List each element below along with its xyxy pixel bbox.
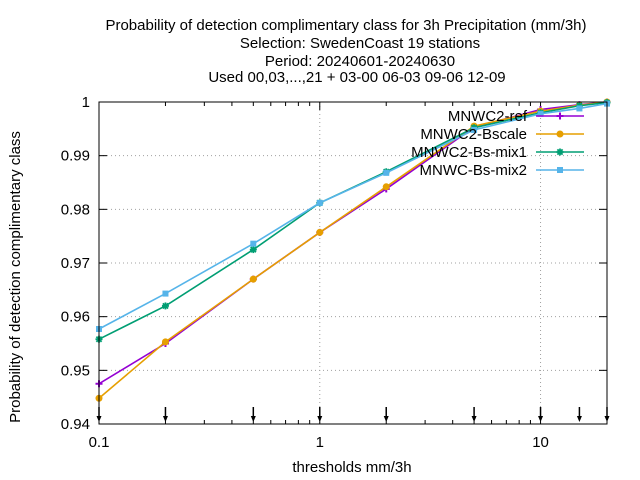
title-line-1: Probability of detection complimentary c…: [105, 17, 586, 34]
y-tick-label: 0.98: [61, 201, 90, 218]
x-tick-label: 0.1: [89, 434, 110, 451]
legend-label: MNWC2-ref: [448, 108, 528, 125]
legend-swatch-marker: [556, 112, 564, 120]
threshold-arrow: [471, 407, 477, 422]
data-point: [382, 183, 390, 191]
x-tick-label: 1: [316, 434, 324, 451]
series-line: [98, 102, 608, 330]
data-point: [316, 228, 324, 236]
series-layer: [95, 98, 611, 402]
series-mnwc-bs-mix2: [96, 100, 610, 333]
grid: [99, 102, 607, 424]
chart-title: Probability of detection complimentary c…: [105, 17, 586, 86]
threshold-arrow-head: [383, 416, 389, 422]
title-line-2: Selection: SwedenCoast 19 stations: [240, 35, 480, 52]
threshold-arrow-head: [538, 416, 544, 422]
y-axis-label: Probability of detection complimentary c…: [7, 131, 24, 423]
data-point: [537, 110, 544, 117]
y-tick-label: 0.99: [61, 148, 90, 165]
title-line-4: Used 00,03,...,21 + 03-00 06-03 09-06 12…: [208, 69, 505, 86]
series-line: [98, 101, 608, 340]
y-tick-label: 0.94: [61, 416, 90, 433]
threshold-arrow: [250, 407, 256, 422]
threshold-arrow: [317, 407, 323, 422]
data-point: [162, 290, 169, 297]
legend-entry: MNWC2-ref: [448, 108, 584, 125]
legend-label: MNWC-Bs-mix2: [420, 162, 527, 179]
data-point: [316, 199, 323, 206]
threshold-arrow-head: [471, 416, 477, 422]
threshold-arrow: [162, 407, 168, 422]
series-mnwc2-bs-mix1: [95, 99, 611, 343]
data-point: [250, 240, 257, 247]
legend-swatch-marker: [557, 167, 563, 173]
legend-entry: MNWC2-Bscale: [420, 126, 584, 143]
data-point: [161, 338, 169, 346]
x-tick-label: 10: [532, 434, 549, 451]
threshold-arrow-head: [576, 416, 582, 422]
threshold-arrow: [538, 407, 544, 422]
threshold-arrows: [96, 407, 610, 422]
legend-entry: MNWC-Bs-mix2: [420, 162, 584, 179]
title-line-3: Period: 20240601-20240630: [265, 53, 455, 70]
y-tick-label: 1: [82, 94, 90, 111]
legend-swatch-marker: [556, 148, 564, 156]
legend-entry: MNWC2-Bs-mix1: [411, 144, 584, 161]
series-mnwc2-bscale: [95, 98, 611, 402]
data-point: [249, 275, 257, 283]
data-point: [471, 126, 478, 133]
legend: MNWC2-refMNWC2-BscaleMNWC2-Bs-mix1MNWC-B…: [411, 108, 584, 179]
threshold-arrow-head: [162, 416, 168, 422]
threshold-arrow: [576, 407, 582, 422]
y-tick-label: 0.95: [61, 362, 90, 379]
x-axis-label: thresholds mm/3h: [292, 459, 411, 476]
y-tick-label: 0.97: [61, 255, 90, 272]
threshold-arrow-head: [317, 416, 323, 422]
data-point: [161, 302, 169, 310]
threshold-arrow-head: [250, 416, 256, 422]
data-point: [383, 169, 390, 176]
axis-ticks: 0.94 0.95 0.96 0.97 0.98 0.99 1 0.1 1 10: [61, 94, 607, 451]
series-line: [98, 101, 608, 385]
legend-label: MNWC2-Bscale: [420, 126, 527, 143]
data-point: [249, 246, 257, 254]
threshold-arrow: [383, 407, 389, 422]
data-point: [576, 105, 583, 112]
series-mnwc2-ref: [95, 98, 611, 388]
plot-frame: [98, 101, 608, 425]
legend-swatch-marker: [556, 130, 564, 138]
series-line: [98, 101, 608, 399]
y-tick-label: 0.96: [61, 309, 90, 326]
legend-label: MNWC2-Bs-mix1: [411, 144, 527, 161]
